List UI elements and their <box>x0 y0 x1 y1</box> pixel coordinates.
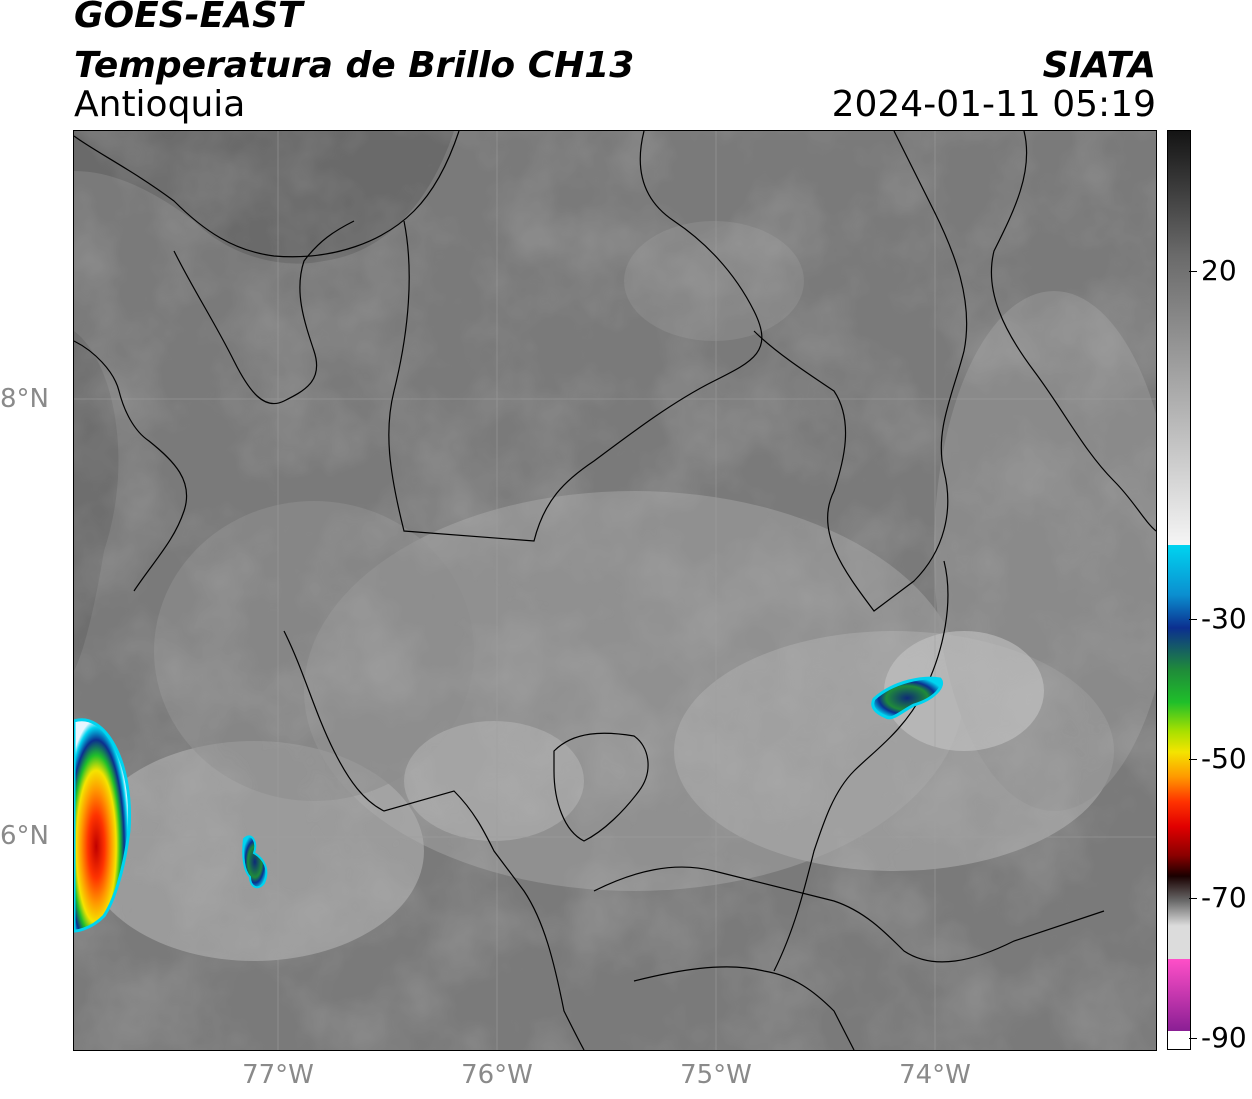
south-boundary <box>633 966 855 1050</box>
colorbar-label-minus90: -90 <box>1201 1021 1247 1054</box>
colorbar-white-segment <box>1168 1031 1190 1049</box>
cordoba-boundary <box>388 131 763 542</box>
map-title: GOES-EAST <box>74 0 303 36</box>
colorbar-tick <box>1189 271 1197 272</box>
caribbean-coast <box>74 131 460 258</box>
magdalena-small-cell <box>871 676 943 720</box>
magdalena-river <box>773 560 949 972</box>
lat-label-6n: 6°N <box>0 821 49 851</box>
map-svg <box>74 131 1156 1050</box>
medellin-area <box>553 732 649 842</box>
lat-label-8n: 8°N <box>0 384 49 414</box>
colorbar <box>1167 130 1191 1050</box>
lon-label-76w: 76°W <box>461 1060 533 1090</box>
darien-boundary <box>74 340 188 592</box>
satellite-map[interactable] <box>73 130 1157 1051</box>
colorbar-svg <box>1168 131 1190 1049</box>
pacific-small-cell <box>242 835 268 889</box>
colorbar-tick <box>1189 759 1197 760</box>
product-title: Temperatura de Brillo CH13 <box>74 45 635 86</box>
texture <box>74 131 1156 1050</box>
colorbar-label-minus30: -30 <box>1201 602 1247 635</box>
colorbar-tick <box>1189 898 1197 899</box>
west-coast-convective-cell <box>74 718 132 933</box>
colorbar-label-20: 20 <box>1201 254 1237 287</box>
lon-label-77w: 77°W <box>242 1060 314 1090</box>
colorbar-tick <box>1189 619 1197 620</box>
choco-boundary <box>283 630 585 1050</box>
lon-label-74w: 74°W <box>899 1060 971 1090</box>
lon-label-75w: 75°W <box>680 1060 752 1090</box>
east-boundary <box>990 131 1156 532</box>
caldas-boundary <box>593 866 1105 963</box>
uraba-gulf-coast <box>173 220 355 405</box>
colorbar-color-segment <box>1168 545 1190 959</box>
agency-label: SIATA <box>1042 45 1156 86</box>
bolivar-boundary <box>753 131 968 612</box>
colorbar-gray-segment <box>1168 131 1190 545</box>
colorbar-purple-segment <box>1168 959 1190 1031</box>
timestamp-label: 2024-01-11 05:19 <box>831 84 1156 125</box>
region-label: Antioquia <box>74 84 246 125</box>
colorbar-label-minus50: -50 <box>1201 742 1247 775</box>
gridlines <box>74 131 1156 1050</box>
boundaries <box>74 131 1156 1050</box>
colorbar-label-minus70: -70 <box>1201 881 1247 914</box>
colorbar-tick <box>1189 1038 1197 1039</box>
